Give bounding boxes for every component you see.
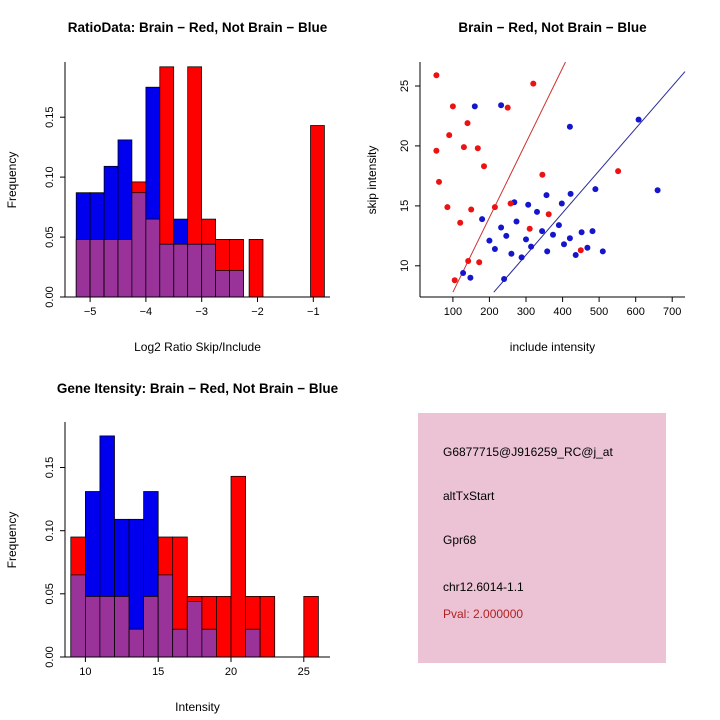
ratio-hist-xlabel: Log2 Ratio Skip/Include: [134, 340, 261, 354]
svg-text:0.10: 0.10: [44, 520, 56, 541]
gene-intensity-histogram-plot: 10 15 20 25 0.00 0.05 0.10 0.15: [44, 422, 330, 678]
svg-text:−2: −2: [251, 306, 264, 318]
gene-hist-title: Gene Itensity: Brain − Red, Not Brain − …: [56, 381, 339, 396]
probe-id-text: G6877715@J916259_RC@j_at: [443, 445, 613, 459]
svg-text:500: 500: [590, 306, 608, 318]
ratio-histogram-plot: −5 −4 −3 −2 −1 0.00 0.05 0.10 0.15: [44, 62, 330, 318]
svg-text:−4: −4: [140, 306, 153, 318]
svg-text:15: 15: [152, 666, 164, 678]
scatter-xlabel: include intensity: [509, 340, 596, 354]
svg-text:−3: −3: [195, 306, 208, 318]
ratio-hist-ylabel: Frequency: [5, 151, 19, 209]
svg-text:0.00: 0.00: [44, 646, 56, 667]
event-type-text: altTxStart: [443, 489, 495, 503]
svg-text:−5: −5: [84, 306, 97, 318]
svg-text:100: 100: [444, 306, 462, 318]
svg-text:25: 25: [399, 80, 411, 92]
chromosome-location-text: chr12.6014-1.1: [443, 580, 524, 594]
svg-text:25: 25: [298, 666, 310, 678]
svg-text:−1: −1: [307, 306, 320, 318]
svg-text:200: 200: [480, 306, 498, 318]
ratio-hist-title: RatioData: Brain − Red, Not Brain − Blue: [67, 20, 328, 35]
scatter-title: Brain − Red, Not Brain − Blue: [458, 20, 647, 35]
svg-text:15: 15: [399, 200, 411, 212]
svg-text:0.15: 0.15: [44, 457, 56, 478]
svg-text:0.05: 0.05: [44, 583, 56, 604]
pval-text: Pval: 2.000000: [443, 607, 524, 621]
svg-text:0.00: 0.00: [44, 286, 56, 307]
svg-text:10: 10: [79, 666, 91, 678]
svg-text:10: 10: [399, 260, 411, 272]
gene-hist-xlabel: Intensity: [175, 700, 220, 714]
svg-text:0.05: 0.05: [44, 226, 56, 247]
svg-text:400: 400: [553, 306, 571, 318]
svg-text:0.15: 0.15: [44, 106, 56, 127]
info-panel: G6877715@J916259_RC@j_at altTxStart Gpr6…: [418, 413, 666, 663]
gene-hist-ylabel: Frequency: [5, 511, 19, 569]
svg-text:300: 300: [517, 306, 535, 318]
svg-text:600: 600: [627, 306, 645, 318]
gene-name-text: Gpr68: [443, 533, 477, 547]
svg-text:20: 20: [399, 140, 411, 152]
svg-text:0.10: 0.10: [44, 166, 56, 187]
svg-text:20: 20: [225, 666, 237, 678]
svg-text:700: 700: [663, 306, 681, 318]
scatter-ylabel: skip intensity: [365, 145, 379, 215]
intensity-scatter-plot: 100 200 300 400 500 600 700 10 15 20 25: [399, 61, 686, 318]
